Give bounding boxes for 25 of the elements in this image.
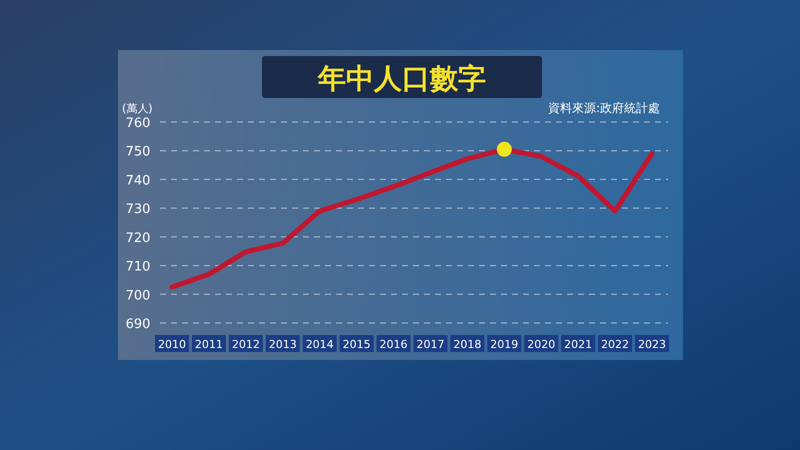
x-tick-label: 2013 (268, 338, 297, 351)
y-tick-label: 750 (126, 144, 150, 160)
x-tick-label: 2010 (158, 338, 186, 351)
x-tick-label: 2012 (232, 338, 260, 351)
y-tick-label: 730 (126, 202, 150, 218)
x-tick-label: 2021 (564, 338, 592, 351)
x-tick-label: 2014 (306, 338, 334, 351)
x-tick-label: 2017 (416, 338, 444, 351)
y-tick-label: 710 (126, 260, 150, 275)
y-tick-label: 690 (126, 317, 150, 332)
x-tick-label: 2018 (453, 338, 482, 351)
y-tick-label: 700 (126, 288, 150, 304)
chart-title: 年中人口數字 (317, 62, 486, 95)
x-tick-label: 2015 (342, 338, 371, 351)
y-tick-label: 720 (126, 230, 150, 246)
x-tick-label: 2022 (601, 338, 630, 351)
x-tick-label: 2023 (638, 338, 666, 351)
y-tick-label: 760 (126, 116, 150, 131)
x-tick-label: 2011 (194, 338, 223, 351)
x-tick-label: 2019 (490, 338, 518, 351)
source-note: 資料來源:政府統計處 (548, 101, 660, 115)
y-axis-title: (萬人) (122, 102, 153, 115)
x-tick-label: 2016 (380, 338, 408, 351)
y-tick-label: 740 (126, 173, 150, 188)
x-tick-label: 2020 (527, 338, 556, 351)
